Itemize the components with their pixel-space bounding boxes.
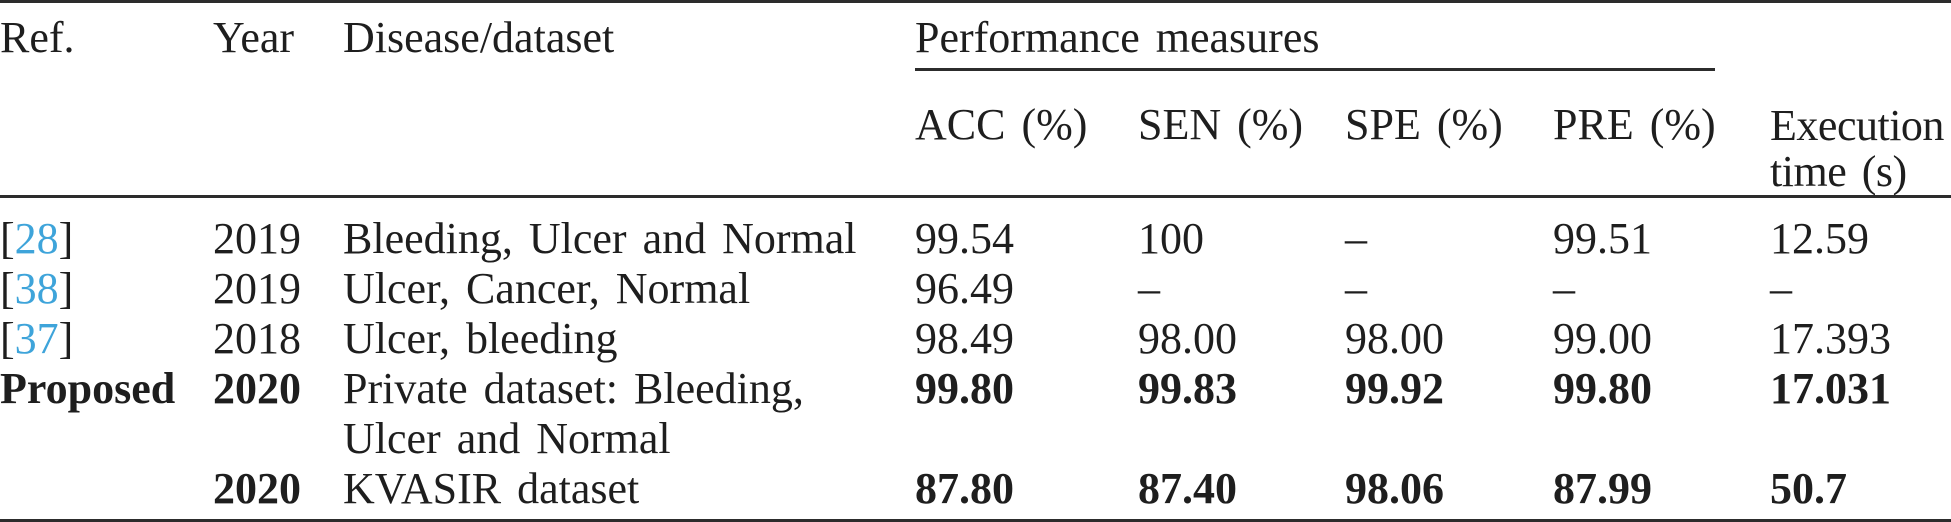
citation-link[interactable]: [37] (0, 314, 73, 363)
header-acc: ACC (%) (915, 77, 1138, 198)
execution-cell: 17.031 (1770, 364, 1892, 413)
header-performance-measures: Performance measures (915, 2, 1770, 78)
year-cell: 2020 (213, 364, 301, 413)
acc-cell: 99.80 (915, 364, 1014, 413)
disease-cell: Bleeding, Ulcer and Normal (343, 214, 857, 263)
table-header: Ref. Year Disease/dataset Performance me… (0, 1, 1951, 198)
spe-cell: – (1345, 264, 1367, 313)
ref-cell: [38] (0, 264, 213, 314)
execution-cell: 12.59 (1770, 214, 1870, 263)
citation-link[interactable]: [28] (0, 214, 73, 263)
year-cell: 2019 (213, 264, 301, 313)
performance-measures-label: Performance measures (915, 13, 1320, 62)
ref-cell (0, 464, 213, 521)
citation-bracket: ] (58, 264, 74, 313)
spe-cell: – (1345, 214, 1367, 263)
citation-number: 38 (14, 264, 59, 313)
acc-cell: 96.49 (915, 264, 1014, 313)
table-body: [28] 2019 Bleeding, Ulcer and Normal 99.… (0, 197, 1951, 521)
acc-cell: 98.49 (915, 314, 1014, 363)
ref-cell: [37] (0, 314, 213, 364)
disease-cell: Ulcer, bleeding (343, 314, 618, 363)
acc-cell: 99.54 (915, 214, 1014, 263)
year-cell: 2019 (213, 214, 301, 263)
citation-bracket: ] (58, 214, 74, 263)
citation-bracket: [ (0, 314, 15, 363)
execution-cell: 50.7 (1770, 464, 1848, 513)
pre-cell: 99.51 (1553, 214, 1652, 263)
spe-cell: 99.92 (1345, 364, 1444, 413)
execution-time-label: Execution time (s) (1770, 101, 1944, 196)
pre-cell: 99.80 (1553, 364, 1652, 413)
header-sen: SEN (%) (1138, 77, 1345, 198)
header-ref: Ref. (0, 1, 213, 198)
sen-cell: – (1138, 264, 1160, 313)
year-cell: 2018 (213, 314, 301, 363)
header-spe: SPE (%) (1345, 77, 1553, 198)
disease-cell: Private dataset: Bleeding, Ulcer and Nor… (343, 364, 804, 463)
sen-cell: 98.00 (1138, 314, 1237, 363)
sen-cell: 100 (1138, 214, 1204, 263)
sen-cell: 99.83 (1138, 364, 1237, 413)
spe-cell: 98.00 (1345, 314, 1444, 363)
ref-cell: [28] (0, 197, 213, 265)
citation-bracket: ] (58, 314, 74, 363)
spe-cell: 98.06 (1345, 464, 1444, 513)
header-year: Year (213, 1, 343, 198)
table-row: [28] 2019 Bleeding, Ulcer and Normal 99.… (0, 197, 1951, 265)
header-execution-time: Execution time (s) (1770, 1, 1951, 198)
citation-number: 37 (14, 314, 59, 363)
pre-cell: 87.99 (1553, 464, 1652, 513)
sen-cell: 87.40 (1138, 464, 1237, 513)
table-row-proposed-kvasir: 2020 KVASIR dataset 87.80 87.40 98.06 87… (0, 464, 1951, 521)
pre-cell: – (1553, 264, 1575, 313)
pre-cell: 99.00 (1553, 314, 1652, 363)
citation-bracket: [ (0, 214, 15, 263)
acc-cell: 87.80 (915, 464, 1014, 513)
header-disease-dataset: Disease/dataset (343, 1, 915, 198)
citation-link[interactable]: [38] (0, 264, 73, 313)
citation-bracket: [ (0, 264, 15, 313)
table-row: [38] 2019 Ulcer, Cancer, Normal 96.49 – … (0, 264, 1951, 314)
table-row: [37] 2018 Ulcer, bleeding 98.49 98.00 98… (0, 314, 1951, 364)
disease-cell: Ulcer, Cancer, Normal (343, 264, 751, 313)
execution-cell: 17.393 (1770, 314, 1892, 363)
year-cell: 2020 (213, 464, 301, 513)
table-row-proposed: Proposed 2020 Private dataset: Bleeding,… (0, 364, 1951, 464)
citation-number: 28 (14, 214, 59, 263)
ref-cell: Proposed (0, 364, 176, 413)
execution-cell: – (1770, 264, 1793, 313)
disease-cell: KVASIR dataset (343, 464, 640, 513)
performance-measures-underline (915, 68, 1716, 71)
header-pre: PRE (%) (1553, 77, 1771, 198)
